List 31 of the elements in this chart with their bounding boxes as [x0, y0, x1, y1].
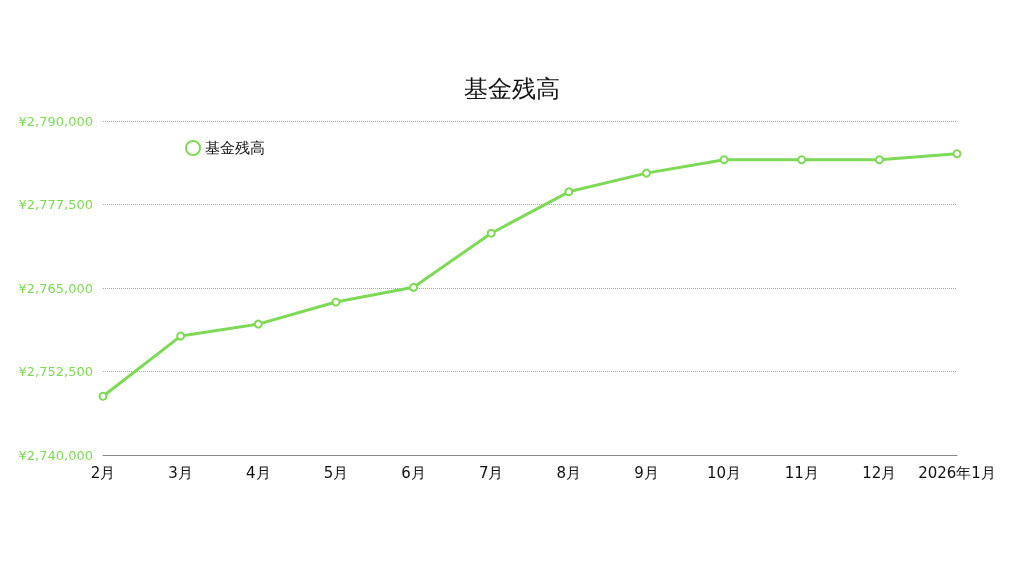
- point: [874, 155, 884, 165]
- x-tick-label: 12月: [862, 463, 897, 482]
- point: [409, 282, 419, 292]
- x-tick-label: 8月: [556, 463, 582, 482]
- y-tick-label: ¥2,765,000: [18, 280, 93, 296]
- point: [98, 391, 108, 401]
- point: [564, 187, 574, 197]
- y-tick-label: ¥2,790,000: [18, 113, 93, 129]
- x-tick-label: 4月: [246, 463, 271, 482]
- x-tick-label: 3月: [168, 463, 193, 482]
- x-tick-label: 9月: [634, 463, 659, 482]
- x-tick-label: 6月: [401, 463, 426, 482]
- x-tick-label: 2月: [90, 463, 116, 482]
- point: [253, 319, 263, 329]
- x-tick-label: 5月: [323, 463, 349, 482]
- x-tick-label: 10月: [707, 463, 742, 482]
- point: [641, 168, 651, 178]
- y-tick-label: ¥2,752,500: [18, 364, 93, 379]
- point: [719, 155, 729, 165]
- legend-label: 基金残高: [205, 139, 265, 157]
- x-tick-label: 2026年1月: [918, 463, 996, 482]
- y-tick-label: ¥2,777,500: [18, 197, 93, 212]
- point: [486, 228, 496, 238]
- point: [797, 155, 807, 165]
- chart-title: 基金残高: [464, 75, 560, 103]
- x-tick-label: 11月: [784, 463, 819, 482]
- y-tick-label: ¥2,740,000: [18, 447, 93, 463]
- x-tick-label: 7月: [478, 463, 504, 482]
- point: [176, 331, 186, 341]
- point: [952, 149, 962, 159]
- point: [331, 297, 341, 307]
